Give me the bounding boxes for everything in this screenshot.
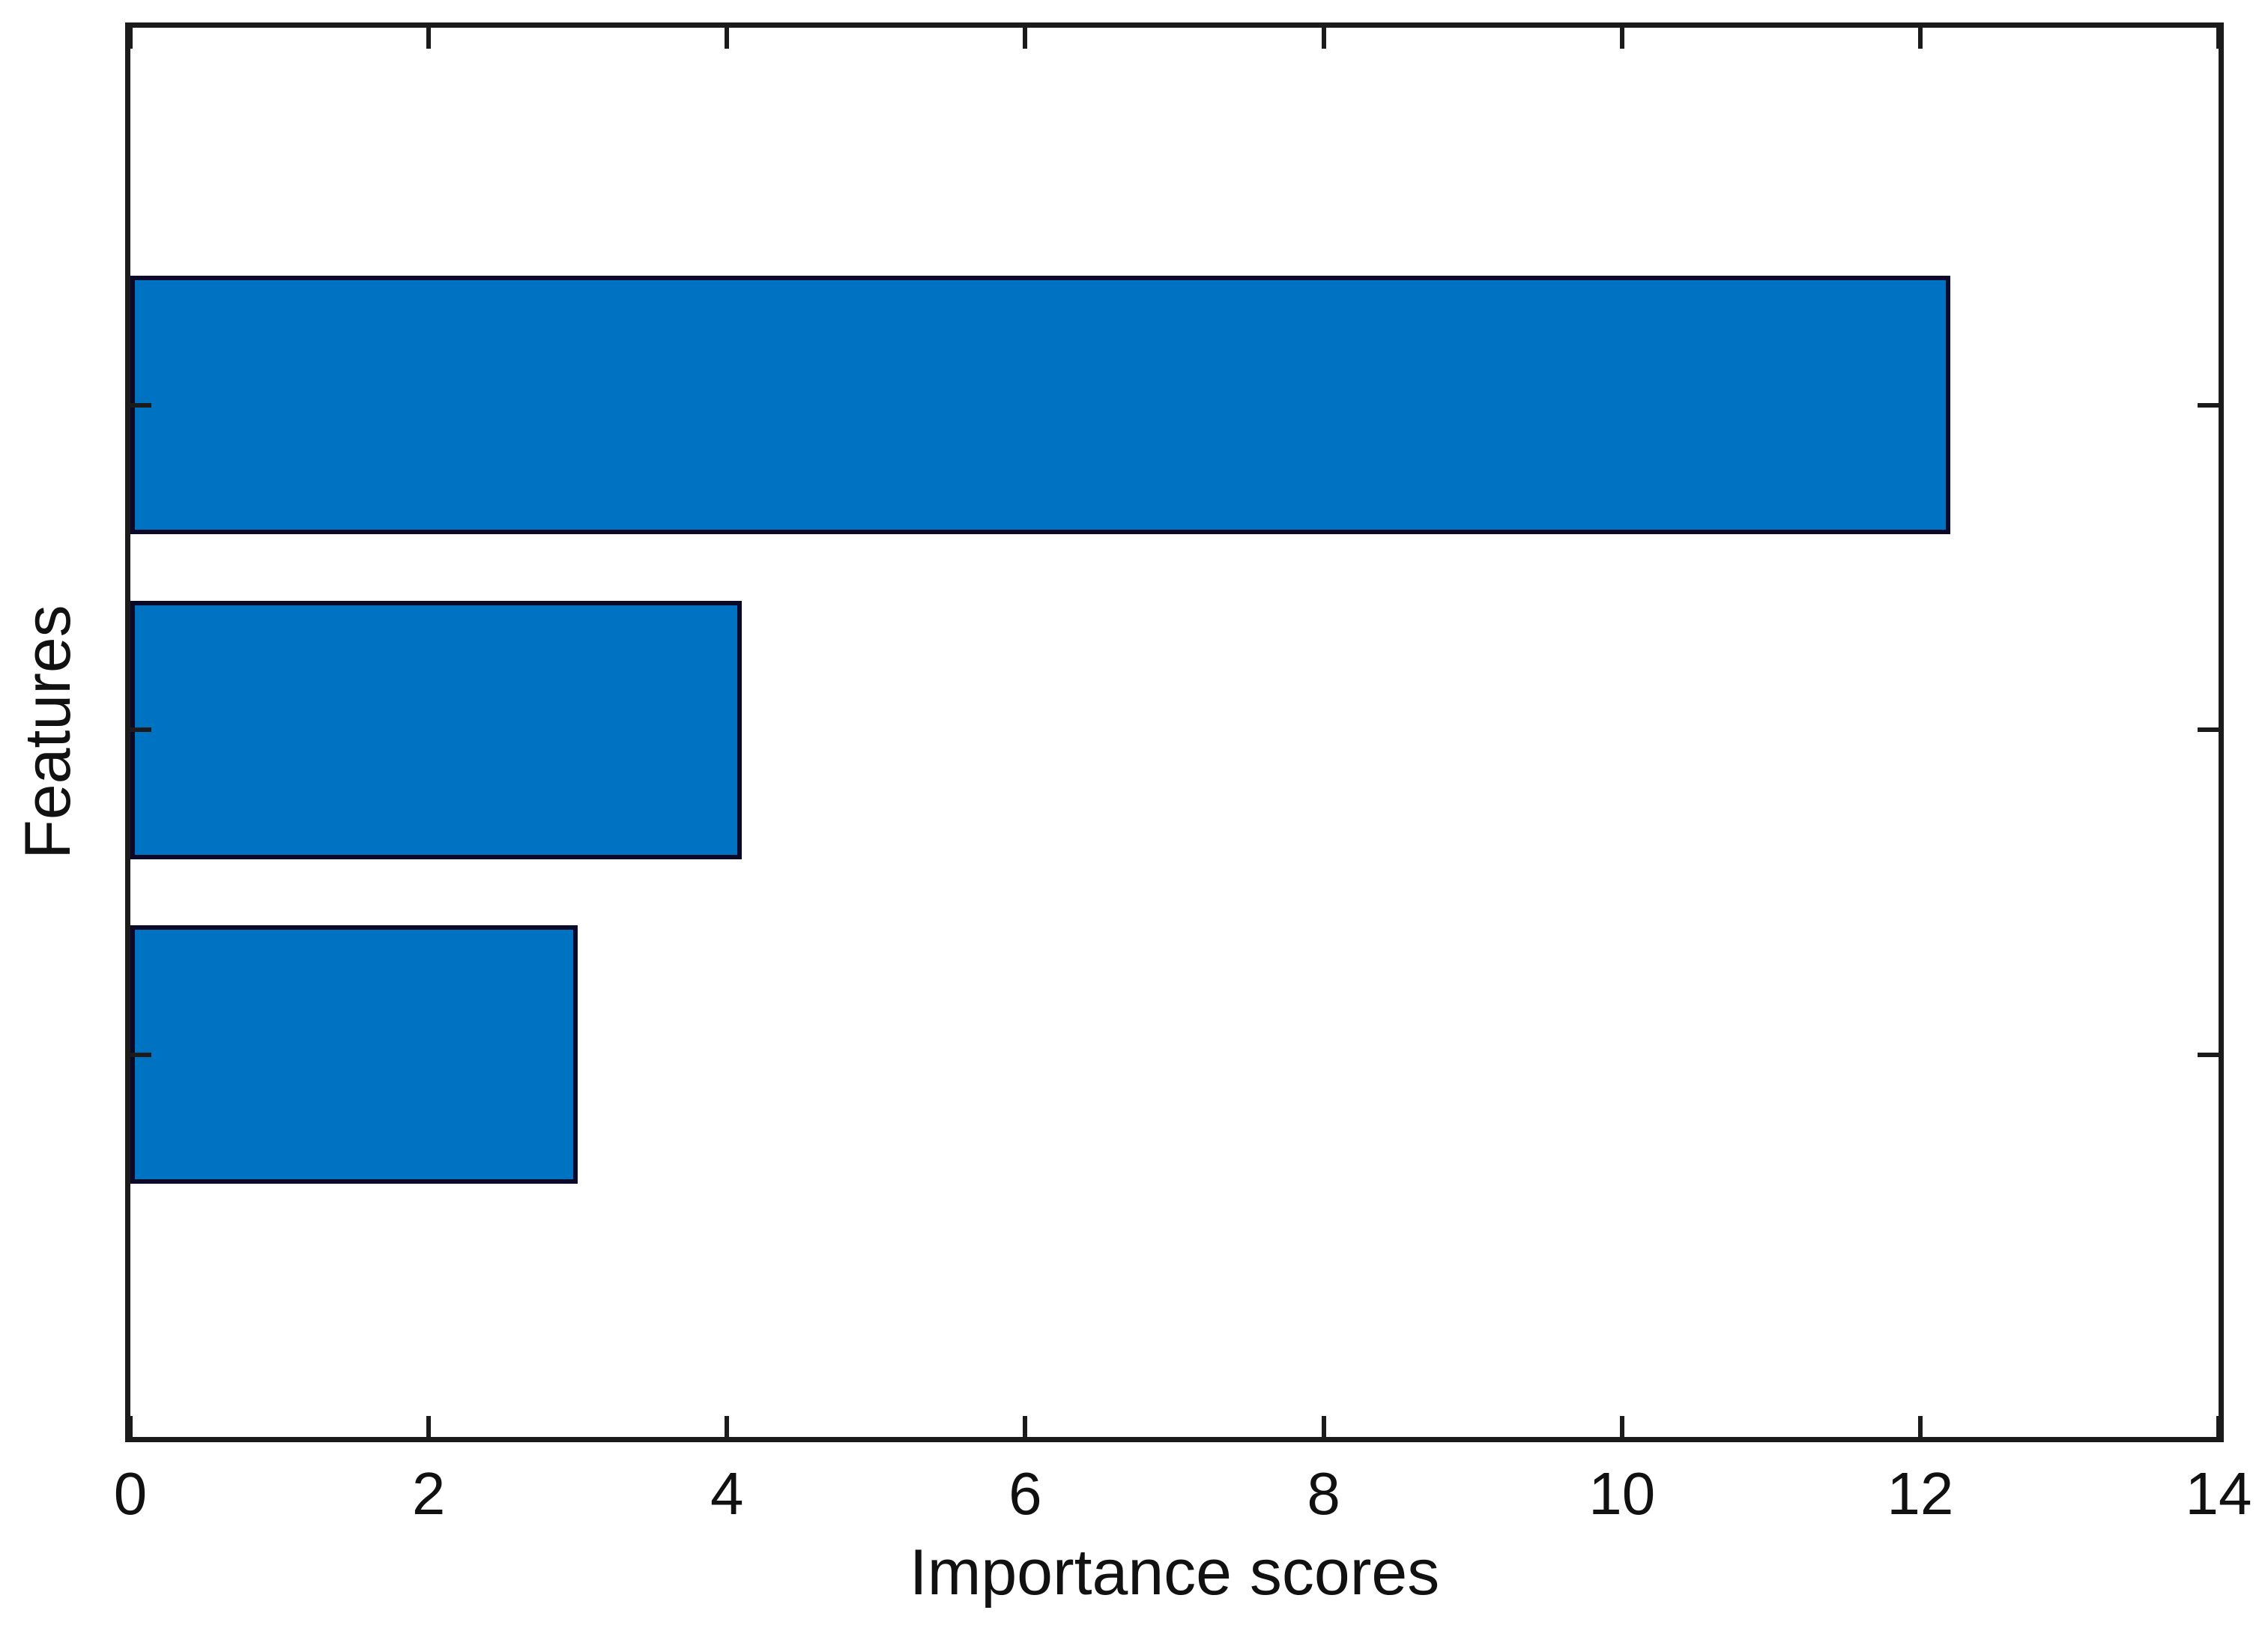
bar bbox=[130, 925, 578, 1184]
y-tick-left bbox=[130, 1052, 151, 1057]
x-tick-label: 12 bbox=[1887, 1460, 1954, 1527]
x-tick-label: 6 bbox=[1008, 1460, 1042, 1527]
bar bbox=[130, 276, 1950, 534]
x-tick-top bbox=[426, 28, 432, 49]
y-tick-right bbox=[2198, 727, 2219, 732]
x-tick-bottom bbox=[1917, 1416, 1923, 1437]
y-tick-left bbox=[130, 402, 151, 408]
x-tick-label: 4 bbox=[710, 1460, 744, 1527]
x-tick-label: 2 bbox=[411, 1460, 446, 1527]
x-tick-label: 8 bbox=[1307, 1460, 1340, 1527]
x-tick-top bbox=[2216, 28, 2221, 49]
x-tick-label: 14 bbox=[2185, 1460, 2252, 1527]
x-axis-label: Importance scores bbox=[909, 1537, 1440, 1609]
x-tick-bottom bbox=[426, 1416, 432, 1437]
x-tick-top bbox=[725, 28, 730, 49]
x-tick-top bbox=[1023, 28, 1028, 49]
x-tick-bottom bbox=[2216, 1416, 2221, 1437]
x-tick-top bbox=[1917, 28, 1923, 49]
bar bbox=[130, 600, 742, 859]
x-tick-top bbox=[1321, 28, 1326, 49]
plot-area bbox=[125, 22, 2224, 1442]
x-tick-bottom bbox=[1619, 1416, 1624, 1437]
x-tick-label: 10 bbox=[1588, 1460, 1656, 1527]
x-tick-bottom bbox=[128, 1416, 133, 1437]
y-tick-right bbox=[2198, 402, 2219, 408]
x-tick-labels: 0 2 4 6 8 10 12 14 bbox=[114, 1460, 2252, 1528]
x-tick-top bbox=[128, 28, 133, 49]
y-axis-label: Features bbox=[12, 605, 84, 859]
y-tick-left bbox=[130, 727, 151, 732]
x-tick-bottom bbox=[1321, 1416, 1326, 1437]
x-tick-label: 0 bbox=[113, 1460, 148, 1527]
x-tick-bottom bbox=[1023, 1416, 1028, 1437]
x-tick-top bbox=[1619, 28, 1624, 49]
x-tick-bottom bbox=[725, 1416, 730, 1437]
y-tick-right bbox=[2198, 1052, 2219, 1057]
